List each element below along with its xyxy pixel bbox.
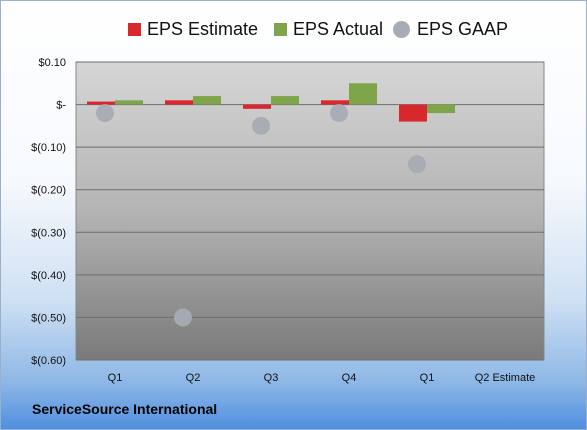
legend-swatch-eps-actual — [274, 22, 287, 36]
company-name: ServiceSource International — [32, 401, 218, 417]
eps-gaap-point — [330, 104, 348, 123]
eps-actual-bar — [349, 83, 377, 105]
eps-gaap-point — [408, 155, 426, 174]
eps-estimate-bar — [399, 104, 427, 122]
x-tick-label: Q2 — [186, 372, 201, 384]
eps-gaap-point — [174, 308, 192, 327]
plot-area — [75, 61, 545, 361]
legend-swatch-eps-estimate — [128, 22, 141, 36]
x-tick-label: Q2 Estimate — [475, 372, 536, 384]
legend-item-eps-gaap: EPS GAAP — [393, 14, 508, 44]
legend-item-eps-actual: EPS Actual — [274, 14, 383, 44]
legend-label-eps-estimate: EPS Estimate — [147, 18, 259, 39]
eps-actual-bar — [115, 100, 143, 105]
legend-dot-eps-gaap — [393, 20, 410, 38]
eps-estimate-bar — [87, 101, 115, 105]
y-tick-label: $(0.20) — [31, 185, 66, 197]
eps-actual-bar — [271, 96, 299, 105]
eps-estimate-bar — [165, 100, 193, 105]
y-tick-label: $(0.30) — [31, 227, 66, 239]
eps-estimate-bar — [243, 104, 271, 109]
y-tick-label: $(0.10) — [31, 142, 66, 154]
x-tick-label: Q3 — [264, 372, 279, 384]
x-tick-label: Q1 — [108, 372, 123, 384]
y-tick-label: $(0.50) — [31, 312, 66, 324]
eps-estimate-bar — [321, 100, 349, 105]
legend: EPS Estimate EPS Actual EPS GAAP — [0, 14, 587, 44]
legend-item-eps-estimate: EPS Estimate — [128, 14, 258, 44]
eps-actual-bar — [427, 104, 455, 114]
eps-actual-bar — [193, 96, 221, 105]
legend-label-eps-actual: EPS Actual — [293, 18, 384, 39]
y-tick-label: $(0.40) — [31, 270, 66, 282]
y-tick-label: $0.10 — [38, 57, 66, 69]
eps-gaap-point — [96, 104, 114, 123]
y-tick-label: $- — [56, 100, 66, 112]
x-tick-label: Q1 — [420, 372, 435, 384]
eps-gaap-point — [252, 116, 270, 135]
x-tick-label: Q4 — [342, 372, 357, 384]
legend-label-eps-gaap: EPS GAAP — [417, 18, 509, 39]
y-tick-label: $(0.60) — [31, 355, 66, 367]
